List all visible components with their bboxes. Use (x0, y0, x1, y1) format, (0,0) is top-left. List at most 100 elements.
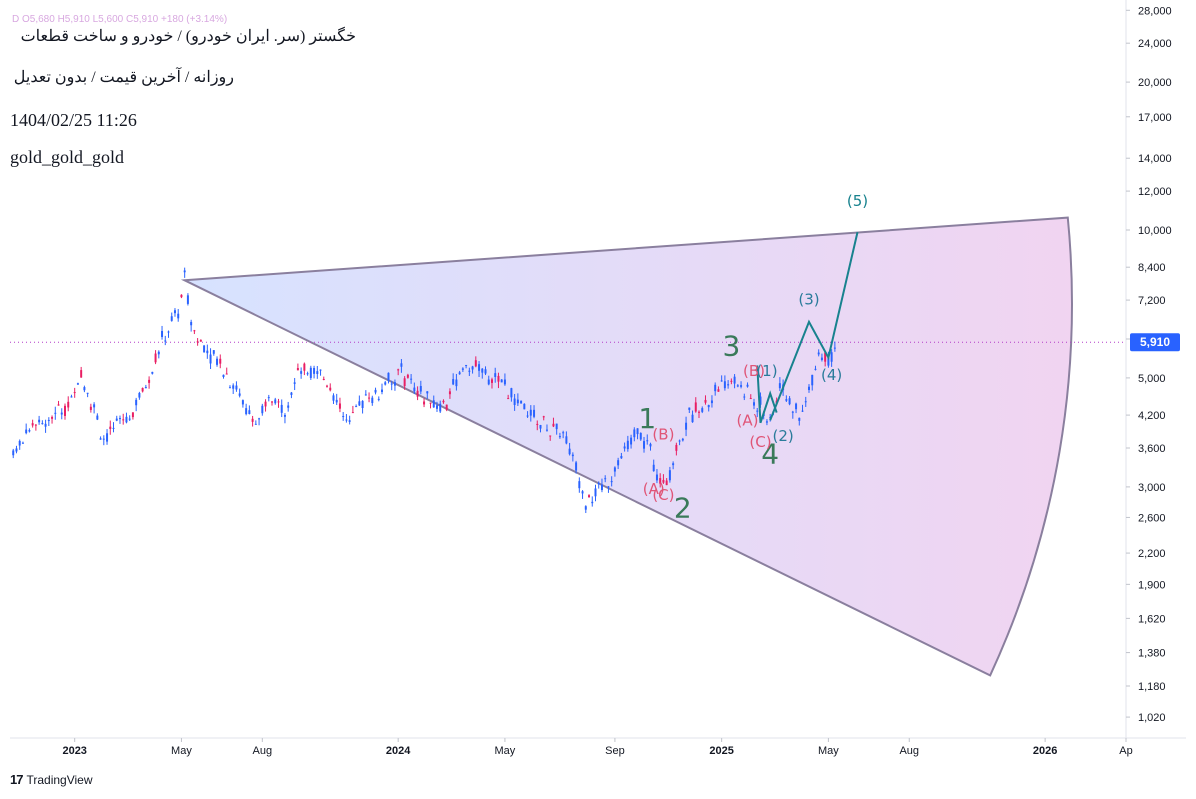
candle-body (471, 366, 474, 370)
candle-body (500, 379, 503, 383)
wave-label: 3 (722, 330, 740, 363)
candle-body (199, 339, 202, 342)
wave-label: (4) (821, 366, 842, 384)
candle-body (358, 401, 361, 406)
candle-body (15, 448, 18, 452)
candle-body (225, 373, 228, 375)
candle-body (374, 389, 377, 393)
wave-label: (C) (749, 433, 771, 451)
candle-body (445, 404, 448, 410)
candle-body (287, 405, 290, 408)
candle-body (403, 378, 406, 387)
candle-body (507, 398, 510, 400)
wave-label: (B) (652, 425, 674, 443)
candle-body (38, 419, 41, 423)
candle-body (280, 404, 283, 413)
x-tick-label: 2026 (1033, 745, 1057, 757)
candle-body (714, 384, 717, 392)
candle-body (448, 391, 451, 395)
x-tick-label: May (171, 745, 192, 757)
candle-body (591, 501, 594, 504)
candle-body (115, 418, 118, 421)
y-tick-label: 5,000 (1138, 373, 1166, 385)
candle-body (423, 401, 426, 405)
wave-label: (5) (847, 192, 868, 210)
candle-body (465, 364, 468, 366)
candle-body (474, 360, 477, 367)
candle-body (397, 369, 400, 371)
candle-body (584, 506, 587, 510)
candle-body (283, 414, 286, 417)
candle-body (190, 321, 193, 326)
wave-label: 2 (674, 491, 692, 524)
candle-body (545, 429, 548, 431)
candle-body (122, 419, 125, 421)
x-tick-label: Aug (899, 745, 919, 757)
candle-body (216, 358, 219, 365)
candle-body (371, 397, 374, 404)
candle-body (426, 391, 429, 394)
candle-body (96, 415, 99, 420)
candle-body (54, 412, 57, 414)
y-tick-label: 24,000 (1138, 38, 1172, 50)
candle-body (558, 436, 561, 438)
candle-body (565, 436, 568, 444)
candle-body (533, 409, 536, 417)
candle-body (432, 400, 435, 408)
candle-body (633, 429, 636, 438)
candle-body (232, 385, 235, 389)
candle-body (662, 479, 665, 483)
candle-body (785, 399, 788, 401)
candle-body (487, 379, 490, 385)
candle-body (520, 400, 523, 404)
candle-body (351, 412, 354, 414)
y-tick-label: 1,180 (1138, 681, 1166, 693)
candle-body (620, 456, 623, 459)
candle-body (668, 470, 671, 481)
candle-body (86, 392, 89, 394)
candle-body (717, 389, 720, 392)
candle-body (161, 331, 164, 337)
candle-body (542, 416, 545, 418)
candle-body (439, 403, 442, 412)
candle-body (617, 460, 620, 466)
wave-label: (A) (737, 412, 759, 430)
candle-body (610, 481, 613, 483)
candle-body (390, 383, 393, 385)
candle-body (319, 369, 322, 371)
y-tick-label: 28,000 (1138, 5, 1172, 17)
candle-body (248, 410, 251, 414)
candle-body (206, 350, 209, 354)
candle-body (293, 382, 296, 384)
candle-body (167, 331, 170, 333)
candle-body (665, 480, 668, 486)
candle-body (513, 398, 516, 406)
candle-body (649, 443, 652, 447)
candle-body (125, 416, 128, 423)
candle-body (756, 410, 759, 412)
candle-body (613, 467, 616, 472)
candle-body (788, 398, 791, 405)
candle-body (494, 373, 497, 377)
candle-body (296, 368, 299, 371)
candle-body (458, 372, 461, 375)
tradingview-logo[interactable]: 17 TradingView (10, 772, 93, 787)
y-tick-label: 2,200 (1138, 548, 1166, 560)
candle-body (141, 388, 144, 392)
candle-body (393, 382, 396, 386)
candle-body (80, 370, 83, 378)
candle-body (600, 484, 603, 491)
candle-body (568, 448, 571, 455)
candle-body (377, 398, 380, 400)
candle-body (212, 350, 215, 354)
candle-body (157, 351, 160, 355)
candle-body (135, 399, 138, 406)
candle-body (303, 363, 306, 371)
candle-body (332, 395, 335, 401)
candle-body (21, 442, 24, 444)
candle-body (736, 385, 739, 387)
candle-body (277, 401, 280, 403)
candle-body (824, 352, 827, 362)
candle-body (529, 409, 532, 416)
